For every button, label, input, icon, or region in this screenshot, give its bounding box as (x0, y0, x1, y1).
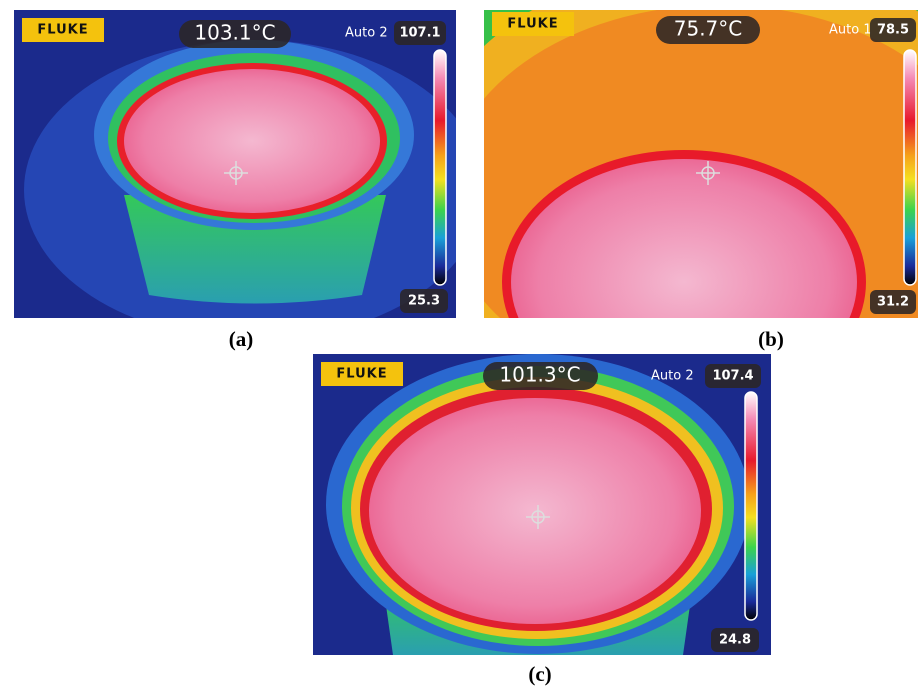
caption: (a) (229, 327, 254, 351)
temperature: 101.3°C (499, 363, 580, 387)
min-value: 31.2 (877, 295, 909, 310)
min-value: 24.8 (719, 633, 751, 648)
mode: Auto 2 (345, 26, 388, 41)
thermal-image-c: FLUKE 101.3°C Auto 2 107.4 24.8 (313, 354, 771, 655)
logo: FLUKE (37, 23, 88, 38)
max-value: 78.5 (877, 23, 909, 38)
mode: Auto 2 (651, 369, 694, 384)
logo: FLUKE (336, 367, 387, 382)
logo: FLUKE (507, 17, 558, 32)
min-value: 25.3 (408, 294, 440, 309)
temperature: 75.7°C (674, 17, 743, 41)
mode: Auto 1 (829, 23, 872, 38)
thermal-image-a: FLUKE 103.1°C Auto 2 107.1 25.3 (14, 10, 456, 318)
caption: (b) (758, 327, 784, 351)
temperature: 103.1°C (194, 21, 275, 45)
max-value: 107.1 (399, 26, 440, 41)
caption: (c) (528, 662, 551, 686)
thermal-image-b: FLUKE 75.7°C Auto 1 78.5 31.2 (484, 10, 918, 318)
max-value: 107.4 (712, 369, 753, 384)
